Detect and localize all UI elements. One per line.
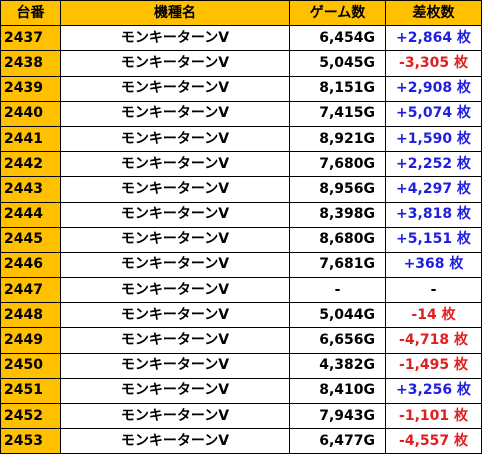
unit-number-cell: 2445 — [0, 226, 61, 253]
table-row: 2444 モンキーターンV 8,398G +3,818 枚 — [0, 201, 482, 228]
game-count-cell: 8,956G — [289, 176, 386, 203]
model-name-header: 機種名 — [60, 0, 290, 27]
unit-number-cell: 2437 — [0, 25, 61, 52]
table-row: 2440 モンキーターンV 7,415G +5,074 枚 — [0, 100, 482, 127]
medal-difference-cell: +3,818 枚 — [385, 201, 482, 228]
medal-difference-cell: +5,151 枚 — [385, 226, 482, 253]
unit-number-cell: 2447 — [0, 277, 61, 304]
medal-difference-cell: -4,557 枚 — [385, 428, 482, 455]
model-name-cell: モンキーターンV — [60, 428, 290, 455]
table-row: 2453 モンキーターンV 6,477G -4,557 枚 — [0, 428, 482, 455]
medal-difference-cell: -1,495 枚 — [385, 352, 482, 379]
medal-difference-cell: +2,252 枚 — [385, 151, 482, 178]
table-row: 2449 モンキーターンV 6,656G -4,718 枚 — [0, 327, 482, 354]
medal-difference-cell: +5,074 枚 — [385, 100, 482, 127]
game-count-cell: 6,477G — [289, 428, 386, 455]
table-row: 2447 モンキーターンV - - — [0, 277, 482, 304]
game-count-cell: 7,681G — [289, 251, 386, 279]
game-count-cell: 8,398G — [289, 201, 386, 228]
game-count-cell: 5,044G — [289, 302, 386, 329]
table-row: 2439 モンキーターンV 8,151G +2,908 枚 — [0, 75, 482, 102]
model-name-cell: モンキーターンV — [60, 176, 290, 203]
medal-difference-header: 差枚数 — [385, 0, 482, 27]
header-row: 台番 機種名 ゲーム数 差枚数 — [0, 0, 482, 27]
model-name-cell: モンキーターンV — [60, 125, 290, 153]
unit-number-cell: 2442 — [0, 151, 61, 178]
game-count-cell: 8,921G — [289, 125, 386, 153]
game-count-cell: - — [289, 277, 386, 304]
unit-number-cell: 2443 — [0, 176, 61, 203]
unit-number-cell: 2441 — [0, 125, 61, 153]
model-name-cell: モンキーターンV — [60, 100, 290, 127]
model-name-cell: モンキーターンV — [60, 251, 290, 279]
model-name-cell: モンキーターンV — [60, 377, 290, 405]
medal-difference-cell: +368 枚 — [385, 251, 482, 279]
game-count-cell: 6,454G — [289, 25, 386, 52]
medal-difference-cell: +2,908 枚 — [385, 75, 482, 102]
table-row: 2438 モンキーターンV 5,045G -3,305 枚 — [0, 50, 482, 77]
model-name-cell: モンキーターンV — [60, 402, 290, 430]
unit-number-cell: 2444 — [0, 201, 61, 228]
game-count-header: ゲーム数 — [289, 0, 386, 27]
table-row: 2446 モンキーターンV 7,681G +368 枚 — [0, 251, 482, 279]
unit-number-cell: 2438 — [0, 50, 61, 77]
model-name-cell: モンキーターンV — [60, 302, 290, 329]
model-name-cell: モンキーターンV — [60, 352, 290, 379]
medal-difference-cell: -1,101 枚 — [385, 402, 482, 430]
medal-difference-cell: +3,256 枚 — [385, 377, 482, 405]
game-count-cell: 8,151G — [289, 75, 386, 102]
table-row: 2445 モンキーターンV 8,680G +5,151 枚 — [0, 226, 482, 253]
unit-number-cell: 2440 — [0, 100, 61, 127]
table-row: 2441 モンキーターンV 8,921G +1,590 枚 — [0, 125, 482, 153]
game-count-cell: 8,680G — [289, 226, 386, 253]
unit-number-cell: 2452 — [0, 402, 61, 430]
model-name-cell: モンキーターンV — [60, 201, 290, 228]
unit-number-cell: 2439 — [0, 75, 61, 102]
model-name-cell: モンキーターンV — [60, 75, 290, 102]
unit-number-cell: 2453 — [0, 428, 61, 455]
unit-number-header: 台番 — [0, 0, 61, 27]
table-row: 2450 モンキーターンV 4,382G -1,495 枚 — [0, 352, 482, 379]
table-row: 2452 モンキーターンV 7,943G -1,101 枚 — [0, 402, 482, 430]
game-count-cell: 4,382G — [289, 352, 386, 379]
medal-difference-cell: -4,718 枚 — [385, 327, 482, 354]
table-row: 2443 モンキーターンV 8,956G +4,297 枚 — [0, 176, 482, 203]
model-name-cell: モンキーターンV — [60, 50, 290, 77]
table-row: 2448 モンキーターンV 5,044G -14 枚 — [0, 302, 482, 329]
model-name-cell: モンキーターンV — [60, 226, 290, 253]
table-row: 2437 モンキーターンV 6,454G +2,864 枚 — [0, 25, 482, 52]
model-name-cell: モンキーターンV — [60, 327, 290, 354]
unit-number-cell: 2450 — [0, 352, 61, 379]
game-count-cell: 7,680G — [289, 151, 386, 178]
medal-difference-cell: +2,864 枚 — [385, 25, 482, 52]
game-count-cell: 5,045G — [289, 50, 386, 77]
medal-difference-cell: -14 枚 — [385, 302, 482, 329]
medal-difference-cell: -3,305 枚 — [385, 50, 482, 77]
medal-difference-cell: - — [385, 277, 482, 304]
table-row: 2442 モンキーターンV 7,680G +2,252 枚 — [0, 151, 482, 178]
game-count-cell: 6,656G — [289, 327, 386, 354]
unit-number-cell: 2448 — [0, 302, 61, 329]
game-count-cell: 7,943G — [289, 402, 386, 430]
game-count-cell: 8,410G — [289, 377, 386, 405]
table-body: 2437 モンキーターンV 6,454G +2,864 枚 2438 モンキーターンV 5,… — [0, 25, 482, 455]
medal-difference-cell: +1,590 枚 — [385, 125, 482, 153]
unit-number-cell: 2449 — [0, 327, 61, 354]
table-row: 2451 モンキーターンV 8,410G +3,256 枚 — [0, 377, 482, 405]
game-count-cell: 7,415G — [289, 100, 386, 127]
medal-difference-cell: +4,297 枚 — [385, 176, 482, 203]
model-name-cell: モンキーターンV — [60, 277, 290, 304]
unit-number-cell: 2451 — [0, 377, 61, 405]
unit-number-cell: 2446 — [0, 251, 61, 279]
model-name-cell: モンキーターンV — [60, 25, 290, 52]
model-name-cell: モンキーターンV — [60, 151, 290, 178]
